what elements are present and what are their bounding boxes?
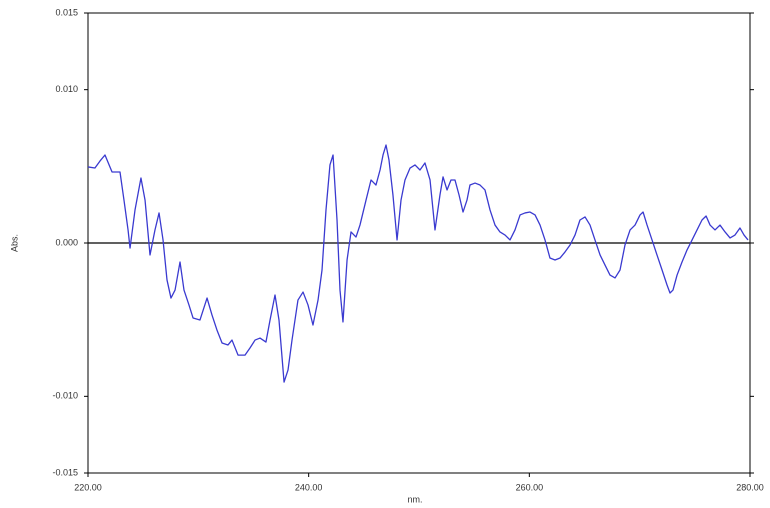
y-tick-label: 0.000 <box>55 237 78 247</box>
x-axis-label: nm. <box>407 494 422 504</box>
y-tick-label: 0.010 <box>55 84 78 94</box>
y-tick-label: 0.015 <box>55 7 78 17</box>
y-tick-label: -0.015 <box>52 467 78 477</box>
x-tick-label: 280.00 <box>736 482 764 492</box>
x-tick-label: 220.00 <box>74 482 102 492</box>
spectrum-line <box>87 144 749 383</box>
y-tick-label: -0.010 <box>52 391 78 401</box>
x-tick-label: 240.00 <box>295 482 323 492</box>
y-axis-label: Abs. <box>9 234 19 252</box>
x-tick-label: 260.00 <box>516 482 544 492</box>
